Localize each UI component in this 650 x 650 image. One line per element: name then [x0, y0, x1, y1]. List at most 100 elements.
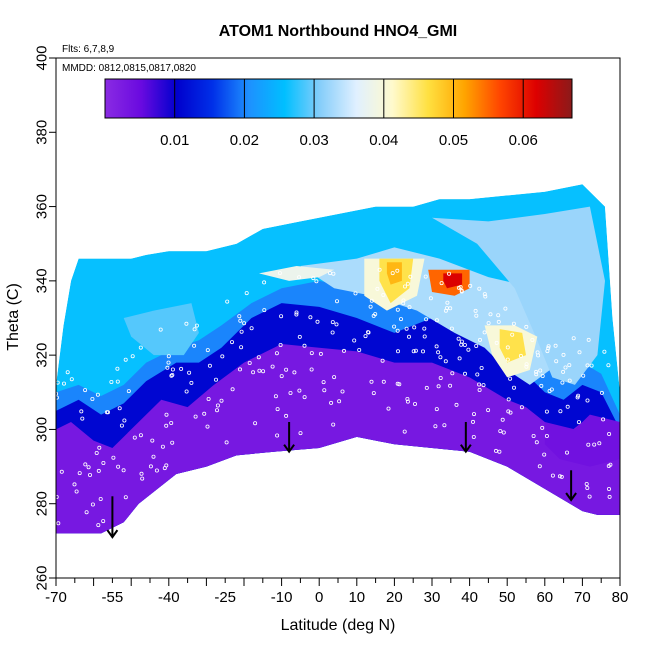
sample-point: [496, 319, 501, 324]
sample-point: [395, 307, 400, 312]
sample-point: [253, 421, 258, 426]
x-tick-label: 10: [348, 589, 365, 606]
sample-point: [402, 284, 407, 289]
sample-point: [434, 407, 439, 412]
sample-point: [138, 433, 143, 438]
sample-point: [512, 385, 517, 390]
colorbar-tick-label: 0.06: [509, 132, 538, 149]
sample-point: [309, 367, 314, 372]
sample-point: [538, 368, 543, 373]
sample-point: [398, 317, 403, 322]
sample-point: [434, 344, 439, 349]
sample-point: [321, 380, 326, 385]
sample-point: [607, 494, 612, 499]
sample-point: [544, 409, 549, 414]
sample-point: [330, 330, 335, 335]
sample-point: [587, 494, 592, 499]
sample-point: [165, 365, 170, 370]
sample-point: [545, 349, 550, 354]
sample-point: [115, 366, 120, 371]
sample-point: [62, 381, 67, 386]
sample-point: [498, 429, 503, 434]
sample-point: [139, 471, 144, 476]
sample-point: [213, 377, 218, 382]
sample-point: [519, 405, 524, 410]
colorbar-tick-label: 0.03: [300, 132, 329, 149]
sample-point: [170, 440, 175, 445]
sample-point: [371, 391, 376, 396]
colorbar: 0.01 0.02 0.03 0.04 0.05 0.06: [104, 78, 573, 149]
sample-point: [256, 355, 261, 360]
sample-point: [302, 343, 307, 348]
sample-point: [402, 429, 407, 434]
sample-point: [357, 347, 362, 352]
sample-point: [550, 473, 555, 478]
sample-point: [111, 455, 116, 460]
sample-point: [275, 407, 280, 412]
sample-point: [581, 373, 586, 378]
sample-point: [397, 382, 402, 387]
sample-point: [74, 489, 79, 494]
sample-point: [411, 349, 416, 354]
sample-point: [567, 378, 572, 383]
x-tick-label: 50: [499, 589, 516, 606]
sample-point: [308, 315, 313, 320]
sample-point: [395, 328, 400, 333]
sample-point: [477, 382, 482, 387]
sample-point: [565, 450, 570, 455]
sample-point: [459, 288, 464, 293]
sample-point: [540, 373, 545, 378]
sample-point: [122, 418, 127, 423]
sample-point: [531, 433, 536, 438]
sample-point: [65, 370, 70, 375]
sample-point: [284, 367, 289, 372]
sample-point: [576, 393, 581, 398]
sample-point: [477, 337, 482, 342]
sample-point: [205, 424, 210, 429]
sample-point: [229, 340, 234, 345]
sample-point: [368, 304, 373, 309]
sample-point: [534, 369, 539, 374]
sample-point: [288, 390, 293, 395]
sample-point: [589, 363, 594, 368]
sample-point: [496, 313, 501, 318]
sample-point: [123, 495, 128, 500]
sample-point: [314, 279, 319, 284]
sample-point: [439, 281, 444, 286]
sample-point: [187, 370, 192, 375]
sample-point: [238, 318, 243, 323]
field-patch-0: [123, 303, 199, 356]
colorbar-ticks: 0.01 0.02 0.03 0.04 0.05 0.06: [160, 79, 538, 149]
latitude-arrows: [106, 422, 577, 539]
sample-point: [422, 326, 427, 331]
sample-point: [140, 476, 145, 481]
sample-point: [270, 364, 275, 369]
sample-point: [542, 452, 547, 457]
sample-point: [585, 485, 590, 490]
sample-point: [166, 354, 171, 359]
sample-point: [322, 388, 327, 393]
sample-point: [277, 271, 282, 276]
sample-point: [544, 433, 549, 438]
sample-point: [482, 292, 487, 297]
sample-point: [207, 363, 212, 368]
sample-point: [477, 387, 482, 392]
sample-point: [158, 327, 163, 332]
sample-point: [488, 312, 493, 317]
sample-point: [294, 310, 299, 315]
sample-point: [524, 364, 529, 369]
sample-point: [424, 317, 429, 322]
sample-point: [262, 308, 267, 313]
sample-point: [540, 425, 545, 430]
sample-point: [284, 413, 289, 418]
sample-point: [170, 367, 175, 372]
sample-point: [468, 283, 473, 288]
sample-point: [565, 404, 570, 409]
sample-point: [413, 348, 418, 353]
x-tick-label: 70: [574, 589, 591, 606]
sample-point: [214, 408, 219, 413]
sample-point: [524, 324, 529, 329]
sample-point: [475, 372, 480, 377]
sample-point: [56, 395, 59, 400]
